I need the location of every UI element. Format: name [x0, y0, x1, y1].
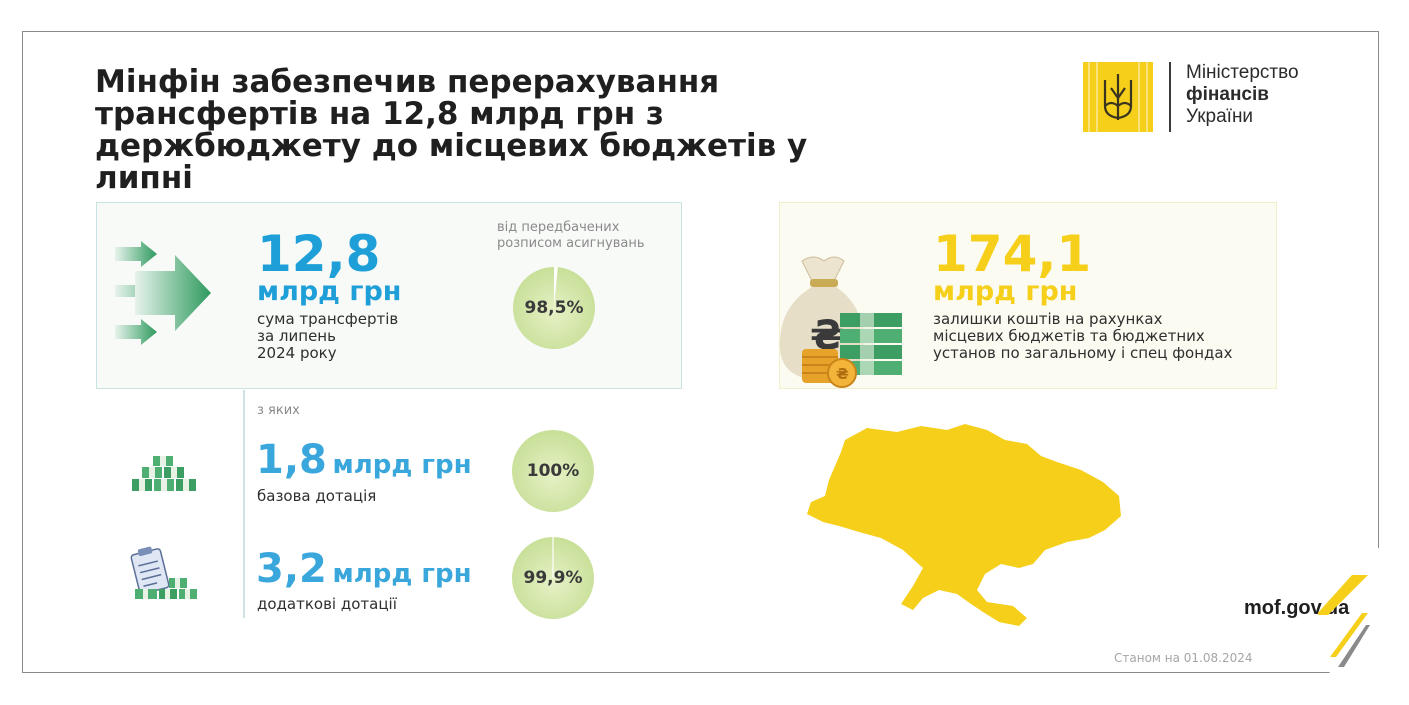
total-percent-gap — [554, 267, 558, 308]
total-desc-line-1: сума трансфертів — [257, 310, 399, 328]
total-unit: млрд грн — [257, 276, 402, 307]
balances-desc-line-1: залишки коштів на рахунках — [933, 310, 1163, 328]
extra-subsidy-value: 3,2 — [256, 546, 327, 592]
balances-desc-line-3: установ по загальному і спец фондах — [933, 344, 1233, 362]
breakdown-divider — [243, 390, 245, 618]
svg-text:₴: ₴ — [836, 365, 849, 383]
balances-value: 174,1 — [933, 225, 1092, 283]
corner-accent — [1318, 575, 1370, 667]
balances-unit: млрд грн — [933, 276, 1078, 307]
total-percent-circle: 98,5% — [513, 267, 595, 349]
logo-divider — [1169, 62, 1171, 132]
total-desc-line-3: 2024 року — [257, 344, 337, 362]
total-value: 12,8 — [257, 225, 381, 283]
extra-subsidy-label: додаткові дотації — [257, 595, 397, 613]
plan-note-line-1: від передбачених — [497, 220, 620, 235]
cash-stacks — [840, 313, 902, 375]
base-subsidy-value: 1,8 — [256, 437, 327, 483]
balances-desc-line-2: місцевих бюджетів та бюджетних — [933, 327, 1205, 345]
cash-stack-icon — [132, 456, 196, 491]
plan-note-line-2: розписом асигнувань — [497, 236, 645, 251]
base-subsidy-percent-label: 100% — [526, 461, 580, 481]
coins: ₴ — [802, 349, 857, 388]
plan-note: від передбачених розписом асигнувань — [497, 220, 644, 252]
logo-line-1: Міністерство — [1186, 62, 1299, 83]
base-subsidy-unit: млрд грн — [332, 450, 472, 480]
balances-description: залишки коштів на рахунках місцевих бюдж… — [933, 311, 1232, 362]
base-subsidy-amount: 1,8 млрд грн — [256, 437, 472, 483]
trident-icon — [1083, 62, 1153, 132]
clipboard-cash-icon — [130, 546, 197, 599]
base-subsidy-label: базова дотація — [257, 487, 377, 505]
extra-subsidy-amount: 3,2 млрд грн — [256, 546, 472, 592]
total-description: сума трансфертів за липень 2024 року — [257, 311, 398, 362]
arrows-icon — [115, 241, 211, 345]
ukraine-map — [807, 424, 1121, 626]
extra-subsidy-percent-label: 99,9% — [523, 568, 583, 588]
base-subsidy-percent-circle: 100% — [512, 430, 594, 512]
money-bag-icon: ₴ ₴ — [779, 256, 902, 388]
page-title: Мінфін забезпечив перерахування трансфер… — [95, 64, 808, 196]
extra-subsidy-percent-circle: 99,9% — [512, 537, 594, 619]
of-which-label: з яких — [257, 403, 300, 418]
extra-subsidy-unit: млрд грн — [332, 559, 472, 589]
logo-line-2: фінансів — [1186, 84, 1269, 105]
logo-text: Міністерство фінансів України — [1186, 62, 1299, 128]
total-desc-line-2: за липень — [257, 327, 336, 345]
as-of-date: Станом на 01.08.2024 — [1114, 651, 1253, 665]
total-percent-label: 98,5% — [524, 298, 584, 318]
balances-card: ₴ ₴ 174,1 млрд грн залишки коштів на рах… — [779, 202, 1277, 389]
total-transfers-card: 12,8 млрд грн сума трансфертів за липень… — [96, 202, 682, 389]
logo-line-3: України — [1186, 106, 1254, 127]
